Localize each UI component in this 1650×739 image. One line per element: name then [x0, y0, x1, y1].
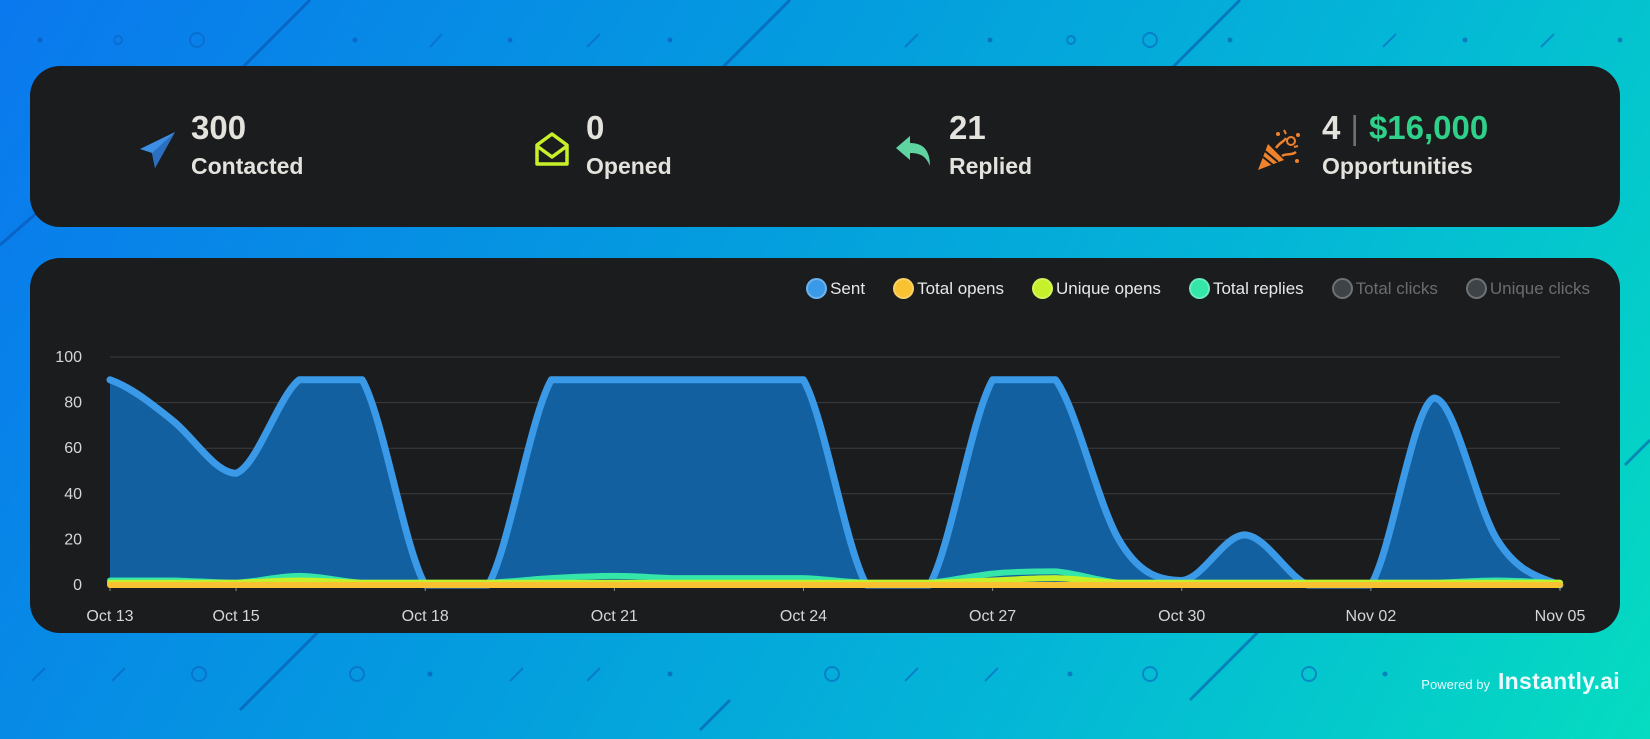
legend-item-total-clicks[interactable]: Total clicks [1331, 278, 1438, 299]
x-tick-label: Nov 02 [1346, 608, 1397, 625]
opportunities-count: 4 [1322, 109, 1341, 146]
legend-dot [893, 278, 915, 299]
y-tick-label: 60 [64, 440, 82, 457]
legend-label: Unique clicks [1489, 278, 1590, 298]
legend-item-sent[interactable]: Sent [806, 278, 865, 299]
legend-item-total-opens[interactable]: Total opens [893, 278, 1004, 299]
stat-value: 300 [191, 109, 247, 146]
x-tick-label: Oct 18 [402, 608, 449, 625]
chart-panel: 0 20 40 60 80 100 Oct 13 Oct 15 Oct 18 Oct 21 Oct … [30, 258, 1620, 633]
legend-label: Total opens [917, 278, 1005, 298]
x-tick-label: Oct 27 [969, 608, 1016, 625]
x-tick-label: Nov 05 [1535, 608, 1586, 625]
legend-label: Total replies [1212, 278, 1304, 298]
legend-dot [1465, 278, 1487, 299]
area-chart: 0 20 40 60 80 100 Oct 13 Oct 15 Oct 18 Oct 21 Oct … [55, 349, 1586, 625]
y-tick-label: 40 [64, 486, 82, 503]
stat-label: Contacted [191, 153, 304, 179]
x-tick-label: Oct 30 [1158, 608, 1205, 625]
legend-item-unique-opens[interactable]: Unique opens [1032, 278, 1161, 299]
legend-dot [1032, 278, 1054, 299]
x-tick-label: Oct 13 [86, 608, 133, 625]
reply-arrow-icon [896, 136, 930, 166]
stats-panel: 300 Contacted 0 Opened 21 Replied 4 | $16,… [30, 66, 1620, 227]
y-tick-label: 80 [64, 395, 82, 412]
legend-label: Unique opens [1056, 278, 1161, 298]
series-area-sent [110, 379, 1560, 585]
legend-item-unique-clicks[interactable]: Unique clicks [1465, 278, 1590, 299]
brand-logo: Instantly.ai [1497, 668, 1620, 694]
legend-label: Sent [830, 278, 866, 298]
party-popper-icon [1258, 129, 1300, 170]
stat-label: Opportunities [1322, 153, 1473, 179]
open-envelope-icon [535, 132, 569, 166]
stat-label: Opened [586, 153, 672, 179]
powered-by-text: Powered by [1421, 677, 1490, 692]
stat-value: 4 | $16,000 [1322, 106, 1488, 150]
stat-label: Replied [949, 153, 1033, 179]
legend-item-total-replies[interactable]: Total replies [1188, 278, 1304, 299]
x-tick-label: Oct 15 [213, 608, 260, 625]
y-tick-label: 20 [64, 531, 82, 548]
legend-dot [1188, 278, 1210, 299]
y-tick-label: 100 [55, 349, 82, 366]
x-tick-label: Oct 24 [780, 608, 827, 625]
powered-by-footer[interactable]: Powered by Instantly.ai [1421, 668, 1620, 695]
legend-label: Total clicks [1355, 278, 1438, 298]
legend-dot [806, 278, 828, 299]
chart-legend: Sent Total opens Unique opens Total repl… [806, 278, 1590, 299]
stat-value: 0 [586, 109, 605, 146]
separator: | [1350, 109, 1359, 146]
x-tick-label: Oct 21 [591, 608, 638, 625]
legend-dot [1331, 278, 1353, 299]
opportunities-value: $16,000 [1368, 109, 1489, 146]
stat-value: 21 [949, 109, 986, 146]
y-tick-label: 0 [73, 577, 82, 594]
paper-plane-icon [140, 132, 175, 168]
